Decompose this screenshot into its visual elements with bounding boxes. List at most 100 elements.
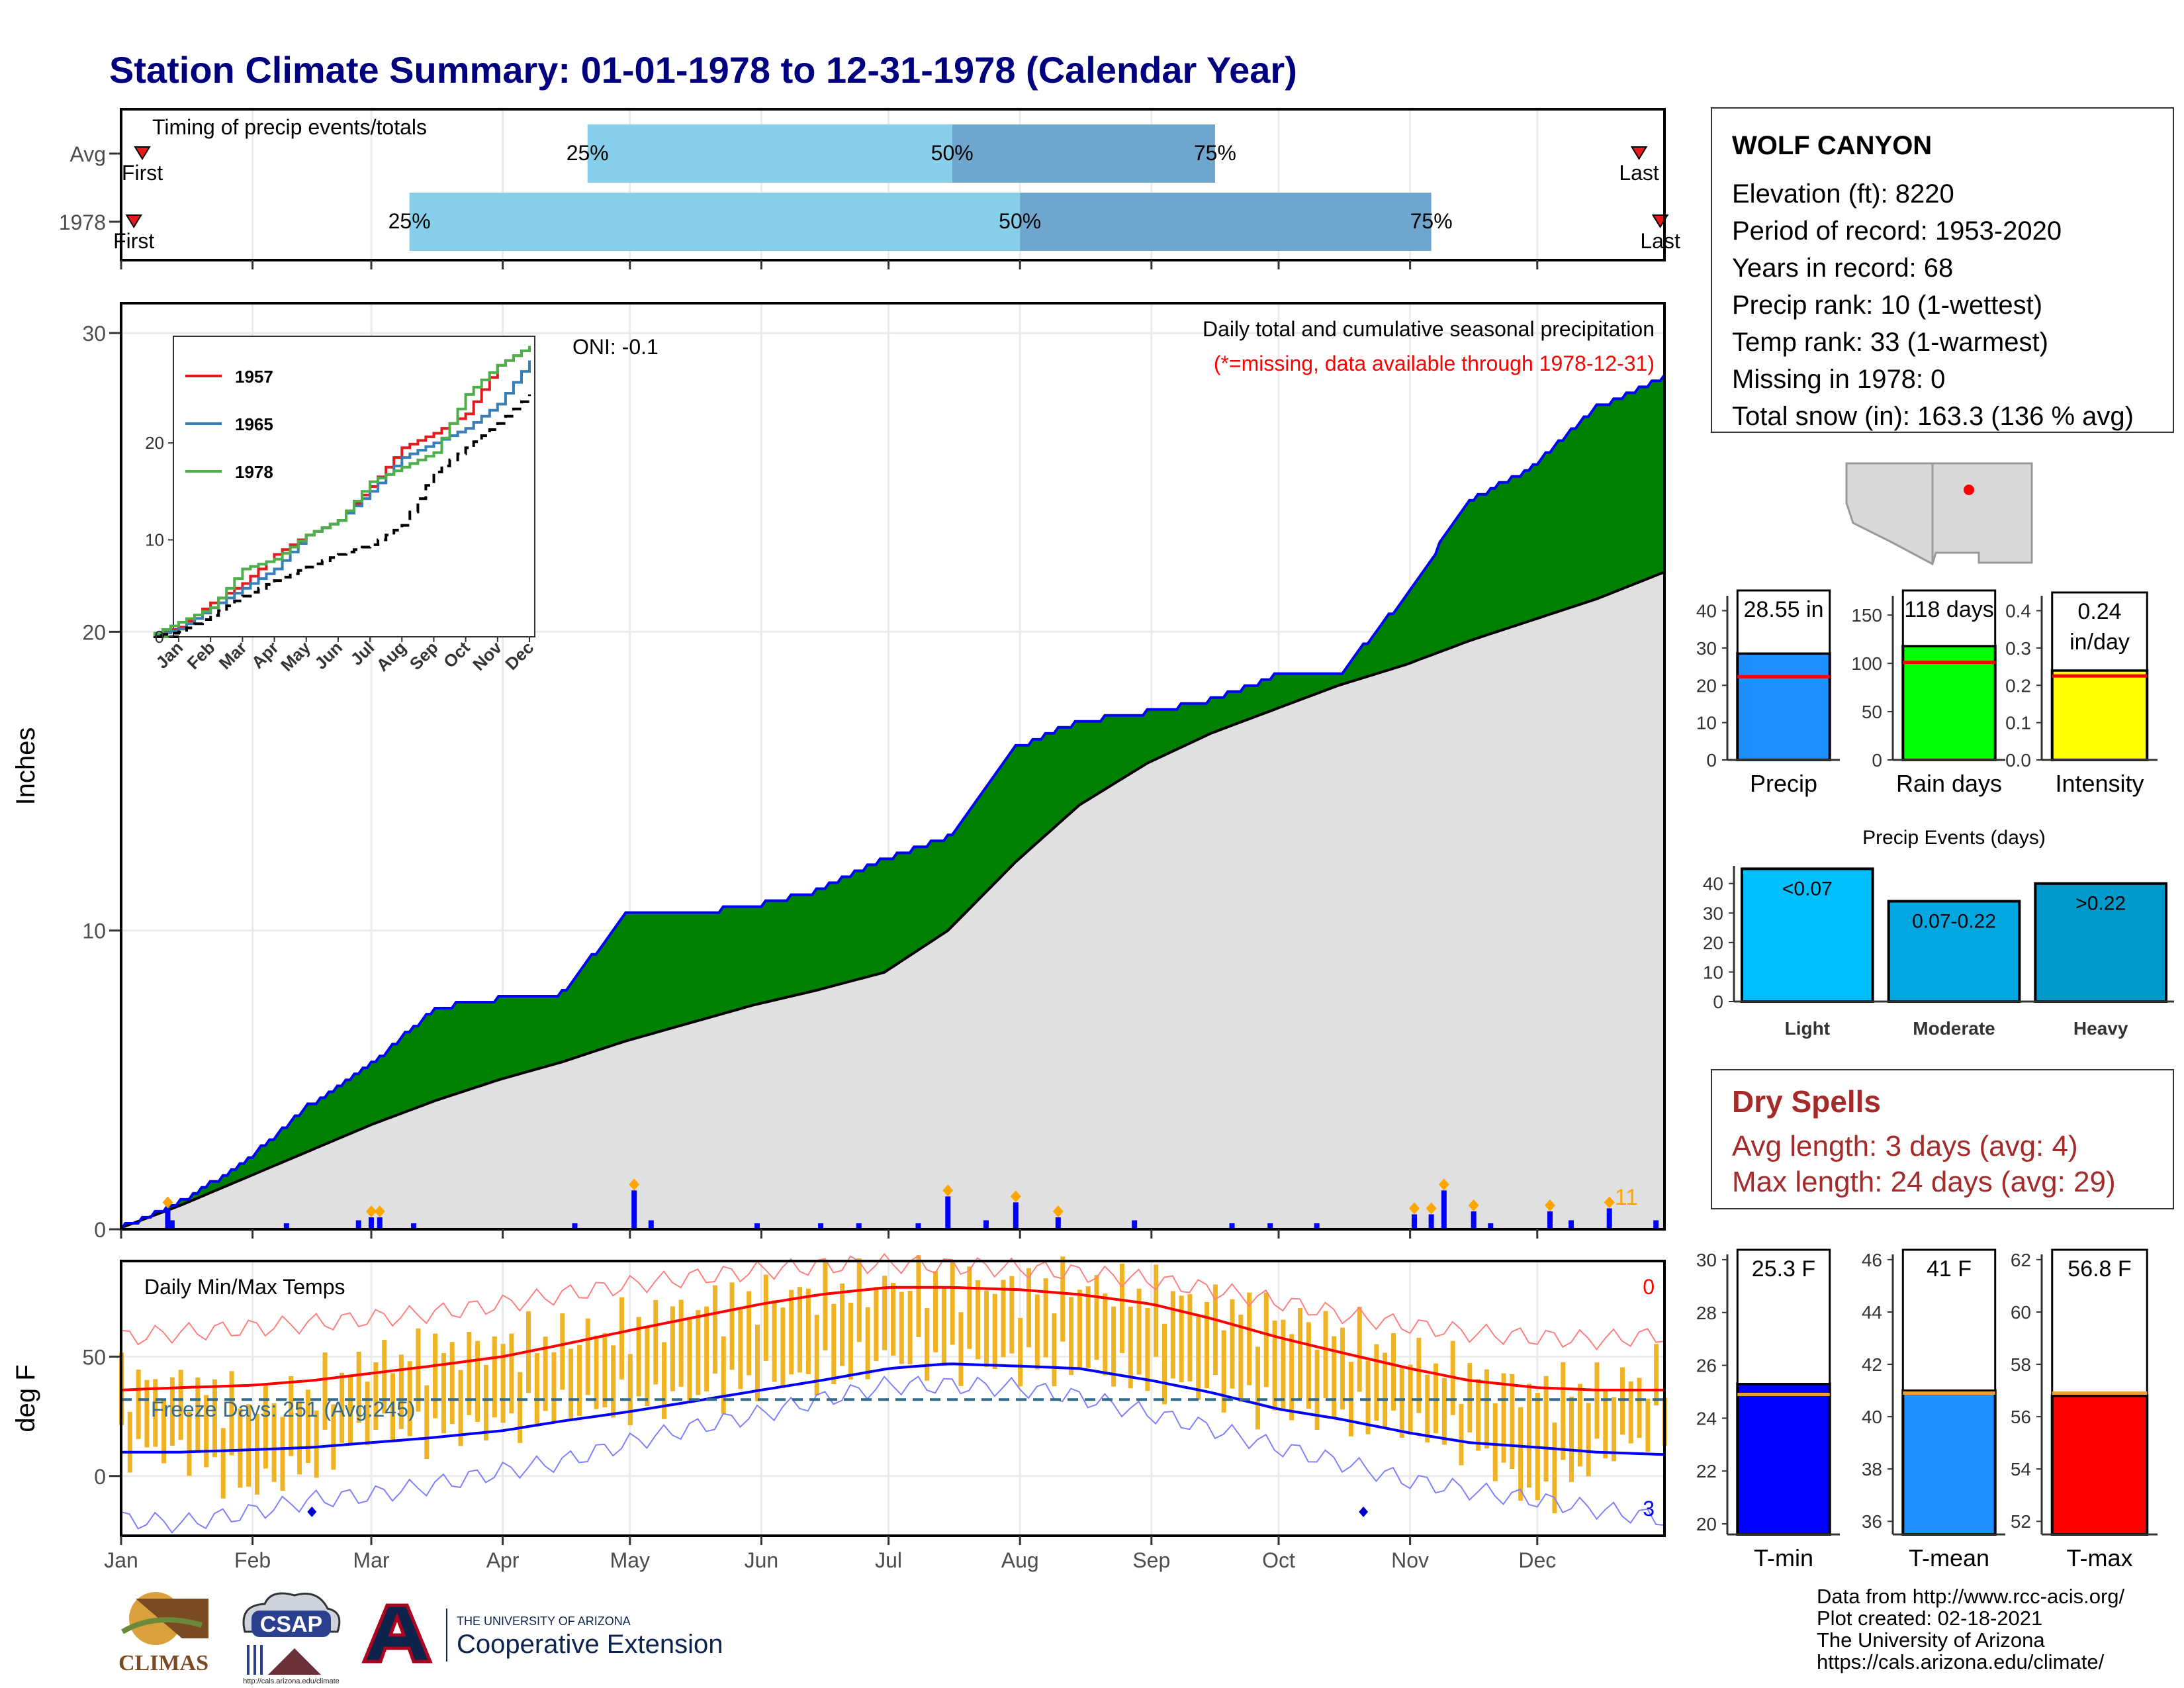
- events-bar-moderate: [1887, 900, 2021, 1004]
- daily-precip-bar: [1606, 1208, 1612, 1229]
- summary-y-tick-label: 0.2: [2005, 675, 2031, 696]
- month-tick-label: Aug: [1001, 1548, 1039, 1572]
- summary-x-label: Intensity: [2055, 770, 2144, 797]
- inset-y-tick-label: 20: [145, 433, 164, 453]
- precip-events-chart: Precip Events (days) <0.07 Light 0.07-0.22 M…: [1703, 827, 2174, 1039]
- summary-y-tick-label: 50: [1862, 702, 1882, 722]
- timing-panel-border: [120, 108, 1666, 261]
- daily-temp-bar: [916, 1255, 921, 1337]
- last-event-marker: [1630, 146, 1648, 160]
- station-missing: Missing in 1978: 0: [1732, 365, 1946, 394]
- daily-temp-bar: [1212, 1284, 1218, 1375]
- first-event-marker: [125, 214, 143, 228]
- summary-value-label: 118 days: [1904, 597, 1993, 622]
- summary-y-tick-label: 60: [2011, 1302, 2031, 1323]
- snow-event-marker: [942, 1184, 954, 1197]
- timing-label-p25: 25%: [388, 209, 431, 233]
- daily-precip-bar: [983, 1220, 989, 1229]
- daily-temp-bar: [169, 1377, 175, 1446]
- daily-temp-bar: [1654, 1344, 1659, 1406]
- daily-temp-bar: [373, 1362, 379, 1430]
- temp-y-tick-label: 50: [82, 1345, 106, 1369]
- summary-x-label: Precip: [1750, 770, 1817, 797]
- summary-bar-t-min: [1736, 1382, 1831, 1536]
- daily-precip-bar: [377, 1217, 383, 1229]
- inset-y-tick-label: 10: [145, 530, 164, 550]
- daily-temp-bar: [891, 1282, 895, 1356]
- summary-value-label: 56.8 F: [2068, 1256, 2131, 1282]
- daily-precip-bar: [754, 1223, 760, 1229]
- timing-label-p25: 25%: [567, 141, 609, 165]
- daily-temp-bar: [1230, 1299, 1235, 1389]
- snow-event-marker: [1468, 1199, 1479, 1211]
- daily-temp-bar: [738, 1307, 743, 1389]
- events-bar-label: >0.22: [2075, 893, 2126, 915]
- daily-temp-bar: [441, 1352, 446, 1434]
- daily-temp-bar: [1510, 1374, 1515, 1469]
- avg-max-line: [120, 1286, 1664, 1391]
- daily-temp-bar: [1154, 1264, 1159, 1357]
- daily-precip-bar: [856, 1223, 862, 1229]
- daily-temp-bar: [500, 1344, 506, 1423]
- station-info-box: WOLF CANYON Elevation (ft): 8220 Period …: [1711, 107, 2174, 433]
- events-y-tick-label: 0: [1713, 992, 1723, 1012]
- daily-precip-bar: [818, 1223, 824, 1229]
- daily-temp-bar: [1272, 1320, 1277, 1411]
- daily-temp-bar: [153, 1379, 158, 1447]
- daily-temp-bar: [449, 1342, 455, 1425]
- daily-precip-bar: [1055, 1217, 1061, 1229]
- daily-temp-bar: [585, 1318, 590, 1395]
- events-y-tick-label: 40: [1703, 874, 1723, 894]
- timing-bar-25-50: [587, 124, 952, 183]
- daily-temp-bar: [1390, 1333, 1396, 1411]
- oni-label: ONI: -0.1: [572, 335, 659, 359]
- summary-y-tick-label: 26: [1696, 1356, 1717, 1376]
- daily-temp-bar: [305, 1389, 310, 1464]
- summary-y-tick-label: 22: [1696, 1461, 1717, 1481]
- mountain-icon: [268, 1648, 321, 1675]
- credit-university: The University of Arizona: [1817, 1628, 2045, 1652]
- daily-temp-bar: [1052, 1313, 1057, 1387]
- events-bar-heavy: [2034, 882, 2167, 1003]
- snow-event-marker: [1545, 1199, 1556, 1211]
- daily-temp-bar: [933, 1271, 938, 1352]
- daily-temp-bar: [382, 1339, 387, 1414]
- daily-temp-bar: [805, 1288, 811, 1374]
- summary-y-tick-label: 40: [1862, 1407, 1882, 1427]
- daily-precip-bar: [631, 1190, 637, 1229]
- daily-temp-bar: [899, 1291, 904, 1364]
- precip-y-tick-label: 0: [94, 1218, 106, 1242]
- daily-temp-bar: [1094, 1275, 1099, 1360]
- daily-temp-bar: [127, 1411, 132, 1473]
- daily-temp-bar: [1136, 1288, 1142, 1375]
- daily-temp-bar: [1399, 1368, 1404, 1438]
- daily-temp-bar: [983, 1290, 989, 1367]
- daily-precip-bar: [1314, 1223, 1320, 1229]
- station-elevation: Elevation (ft): 8220: [1732, 179, 1954, 209]
- record-low-count: 3: [1643, 1497, 1655, 1521]
- daily-temp-bar: [195, 1377, 201, 1451]
- daily-temp-bar: [543, 1336, 548, 1411]
- daily-temp-bar: [712, 1285, 717, 1374]
- daily-temp-bar: [433, 1333, 438, 1419]
- month-tick-label: Mar: [353, 1548, 389, 1572]
- above-average-precip-area: [121, 375, 1664, 1229]
- daily-temp-bar: [1416, 1337, 1422, 1413]
- daily-temp-bar: [1298, 1307, 1303, 1399]
- csap-logo-text: CSAP: [260, 1612, 322, 1637]
- daily-temp-bar: [518, 1372, 523, 1443]
- precip-y-tick-label: 30: [82, 322, 106, 346]
- timing-bar-50-75: [1020, 193, 1432, 251]
- daily-temp-bar: [424, 1385, 430, 1460]
- daily-temp-bar: [1518, 1407, 1524, 1501]
- credits: Data from http://www.rcc-acis.org/ Plot …: [1817, 1585, 2124, 1673]
- month-tick-label: Feb: [234, 1548, 271, 1572]
- precip-chart-subtitle: (*=missing, data available through 1978-…: [1214, 352, 1655, 375]
- daily-precip-bar: [1132, 1220, 1138, 1229]
- daily-temp-bar: [1476, 1379, 1481, 1451]
- daily-temp-bar: [255, 1413, 260, 1495]
- summary-y-tick-label: 46: [1862, 1250, 1882, 1270]
- daily-temp-bar: [1281, 1319, 1286, 1410]
- record-high-count: 0: [1643, 1275, 1655, 1299]
- daily-temp-bar: [212, 1379, 217, 1458]
